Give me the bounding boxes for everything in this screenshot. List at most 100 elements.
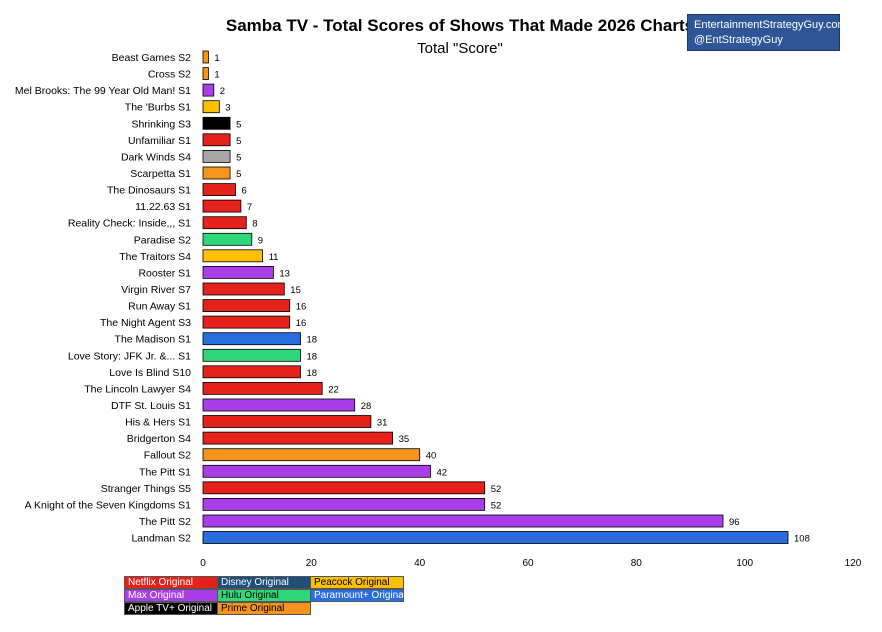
legend-item: Disney Original (217, 576, 311, 589)
category-label-group: Beast Games S2 Cross S2 Mel Brooks: The 99… (15, 52, 191, 545)
bar-28 (202, 497, 486, 511)
value-label: 31 (377, 418, 388, 429)
value-label: 9 (258, 235, 263, 246)
bar-23 (202, 415, 372, 428)
category-label: A Knight of the Seven Kingdoms S1 (25, 499, 192, 511)
bar-11 (202, 216, 247, 230)
category-label: The Lincoln Lawyer S4 (84, 383, 191, 395)
bar-30 (202, 531, 789, 544)
value-label: 16 (296, 302, 307, 313)
bar-4 (202, 100, 220, 114)
category-label: The Pitt S1 (139, 466, 191, 478)
x-tick-label: 20 (306, 558, 318, 569)
value-label: 7 (247, 202, 252, 213)
bar-20 (202, 365, 301, 379)
value-label: 18 (307, 351, 318, 362)
category-label: Scarpetta S1 (130, 168, 191, 180)
category-label: The 'Burbs S1 (125, 102, 191, 114)
chart-title: Samba TV - Total Scores of Shows That Ma… (225, 16, 695, 35)
x-tick-label: 40 (414, 558, 426, 569)
category-label: Paradise S2 (134, 234, 191, 246)
category-label: Love Is Blind S10 (109, 367, 191, 379)
category-label: The Traitors S4 (119, 251, 191, 263)
credit-website: EntertainmentStrategyGuy.com (694, 19, 847, 31)
value-label: 2 (220, 86, 225, 97)
value-label: 96 (729, 517, 740, 528)
x-tick-label: 0 (200, 558, 206, 569)
bar-12 (202, 232, 253, 246)
category-label: His & Hers S1 (125, 417, 191, 429)
value-label: 5 (236, 119, 241, 130)
category-label: Virgin River S7 (121, 284, 191, 296)
bar-group (202, 50, 789, 544)
value-label: 5 (236, 152, 241, 163)
value-label: 52 (491, 484, 502, 495)
category-label: Mel Brooks: The 99 Year Old Man! S1 (15, 85, 191, 97)
category-label: Stranger Things S5 (101, 483, 191, 495)
bar-19 (202, 348, 301, 362)
x-tick-label: 100 (736, 558, 753, 569)
bar-14 (202, 265, 274, 279)
value-label: 6 (242, 186, 247, 197)
legend-item: Hulu Original (217, 589, 311, 602)
bar-25 (202, 448, 421, 462)
value-label: 52 (491, 500, 502, 511)
bar-1 (202, 50, 209, 64)
bar-22 (202, 398, 356, 412)
bar-9 (202, 183, 236, 197)
bar-26 (202, 464, 431, 478)
category-label: Run Away S1 (128, 301, 191, 313)
category-label: Cross S2 (148, 69, 191, 81)
value-label: 3 (225, 103, 230, 114)
bar-10 (202, 199, 242, 213)
credit-handle: @EntStrategyGuy (694, 34, 783, 46)
value-label: 42 (437, 467, 448, 478)
value-label: 1 (214, 53, 219, 64)
category-label: DTF St. Louis S1 (111, 400, 191, 412)
bar-13 (202, 249, 263, 263)
bar-16 (202, 299, 291, 313)
category-label: Bridgerton S4 (127, 433, 191, 445)
legend-item: Max Original (124, 589, 218, 602)
bar-17 (202, 315, 291, 329)
value-label: 22 (328, 384, 339, 395)
category-label: The Pitt S2 (139, 516, 191, 528)
bar-24 (202, 431, 394, 445)
value-label: 8 (252, 219, 257, 230)
bar-8 (202, 166, 231, 180)
category-label: Beast Games S2 (112, 52, 192, 64)
category-label: The Madison S1 (115, 334, 192, 346)
bar-29 (202, 514, 724, 528)
bar-18 (202, 332, 301, 346)
bar-15 (202, 282, 285, 296)
legend-item: Peacock Original (310, 576, 404, 589)
value-label: 5 (236, 169, 241, 180)
bar-2 (202, 67, 209, 80)
value-label: 15 (290, 285, 301, 296)
category-label: 11.22.63 S1 (135, 201, 191, 213)
value-label: 1 (214, 70, 219, 81)
bar-21 (202, 381, 323, 395)
legend-item: Apple TV+ Original (124, 602, 218, 615)
value-label: 108 (794, 534, 810, 545)
category-label: Reality Check: Inside,,, S1 (68, 218, 191, 230)
value-label: 16 (296, 318, 307, 329)
bar-3 (202, 83, 215, 97)
bar-6 (202, 133, 231, 147)
legend-item: Prime Original (217, 602, 311, 615)
x-axis: 0 20 40 60 80 100 120 (200, 558, 862, 569)
bar-27 (202, 481, 486, 495)
value-label: 28 (361, 401, 372, 412)
x-tick-label: 60 (522, 558, 534, 569)
value-label: 5 (236, 136, 241, 147)
category-label: Fallout S2 (144, 450, 191, 462)
x-tick-label: 120 (845, 558, 862, 569)
value-label: 35 (399, 434, 410, 445)
category-label: Shrinking S3 (131, 118, 191, 130)
category-label: Dark Winds S4 (121, 151, 191, 163)
legend-item: Paramount+ Original (310, 589, 404, 602)
category-label: The Dinosaurs S1 (107, 185, 191, 197)
legend-item: Netflix Original (124, 576, 218, 589)
value-label: 18 (307, 368, 318, 379)
